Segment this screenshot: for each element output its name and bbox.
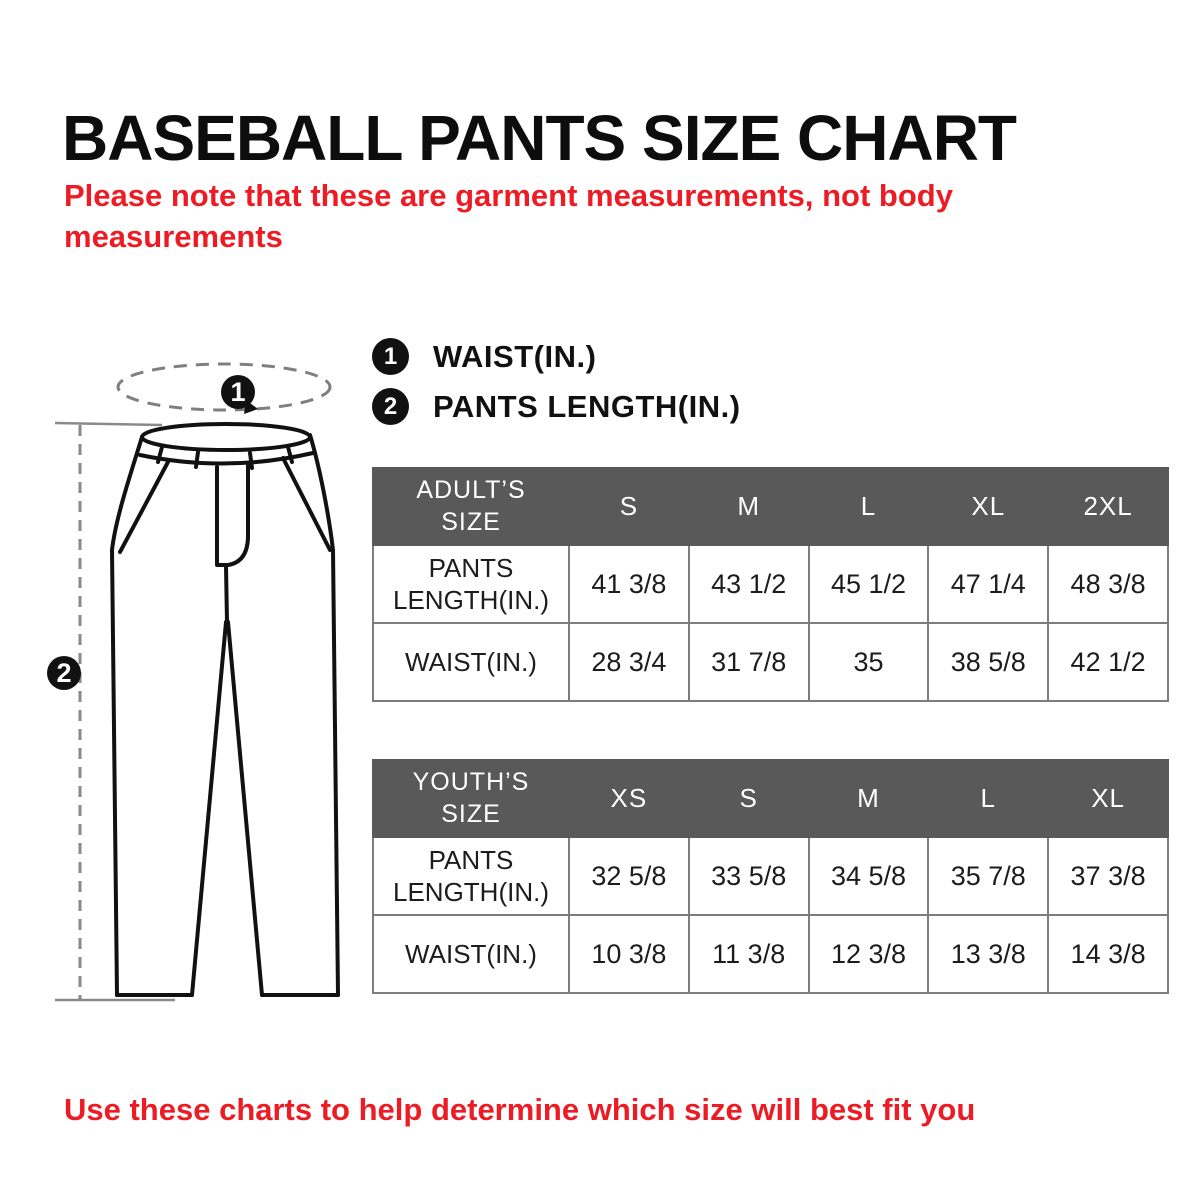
adult-waist-row: WAIST(IN.) 28 3/4 31 7/8 35 38 5/8 42 1/… <box>372 622 1169 702</box>
youth-size-m: M <box>807 759 930 838</box>
youth-pants-length-xl: 37 3/8 <box>1047 836 1169 916</box>
youth-pants-length-s: 33 5/8 <box>687 836 810 916</box>
adult-waist-l: 35 <box>807 622 930 702</box>
svg-text:1: 1 <box>230 377 245 407</box>
page-title: BASEBALL PANTS SIZE CHART <box>62 101 1017 174</box>
youth-pants-length-xs: 32 5/8 <box>568 836 690 916</box>
youth-header-row: YOUTH’S SIZE XS S M L XL <box>372 759 1169 838</box>
adult-waist-s: 28 3/4 <box>568 622 690 702</box>
youth-pants-length-m: 34 5/8 <box>807 836 930 916</box>
legend-item-waist: 1 WAIST(IN.) <box>372 338 741 375</box>
legend-label-pants-length: PANTS LENGTH(IN.) <box>433 388 741 424</box>
adult-pants-length-l: 45 1/2 <box>807 544 930 624</box>
youth-waist-label: WAIST(IN.) <box>372 914 570 994</box>
youth-size-table: YOUTH’S SIZE XS S M L XL PANTS LENGTH(IN… <box>372 759 1169 994</box>
youth-size-xl: XL <box>1047 759 1169 838</box>
youth-pants-length-l: 35 7/8 <box>927 836 1050 916</box>
svg-text:2: 2 <box>56 658 71 688</box>
youth-waist-xl: 14 3/8 <box>1047 914 1169 994</box>
waist-measure-ellipse <box>116 362 332 412</box>
adult-waist-label: WAIST(IN.) <box>372 622 570 702</box>
adult-size-table: ADULT’S SIZE S M L XL 2XL PANTS LENGTH(I… <box>372 467 1169 702</box>
measurement-legend: 1 WAIST(IN.) 2 PANTS LENGTH(IN.) <box>372 338 741 438</box>
adult-size-s: S <box>568 467 690 546</box>
youth-pants-length-row: PANTS LENGTH(IN.) 32 5/8 33 5/8 34 5/8 3… <box>372 836 1169 916</box>
fit-advice-note: Use these charts to help determine which… <box>64 1092 976 1127</box>
adult-size-xl: XL <box>927 467 1050 546</box>
adult-pants-length-2xl: 48 3/8 <box>1047 544 1169 624</box>
adult-header-row: ADULT’S SIZE S M L XL 2XL <box>372 467 1169 546</box>
youth-waist-s: 11 3/8 <box>687 914 810 994</box>
adult-size-l: L <box>807 467 930 546</box>
legend-badge-2: 2 <box>372 388 409 425</box>
adult-table-title: ADULT’S SIZE <box>372 467 570 546</box>
adult-waist-m: 31 7/8 <box>687 622 810 702</box>
youth-table-title: YOUTH’S SIZE <box>372 759 570 838</box>
length-guide-top <box>54 421 163 427</box>
youth-size-s: S <box>687 759 810 838</box>
adult-waist-xl: 38 5/8 <box>927 622 1050 702</box>
adult-size-m: M <box>687 467 810 546</box>
youth-size-l: L <box>927 759 1050 838</box>
youth-waist-row: WAIST(IN.) 10 3/8 11 3/8 12 3/8 13 3/8 1… <box>372 914 1169 994</box>
adult-pants-length-xl: 47 1/4 <box>927 544 1050 624</box>
length-marker-badge: 2 <box>47 656 81 690</box>
adult-waist-2xl: 42 1/2 <box>1047 622 1169 702</box>
youth-size-xs: XS <box>568 759 690 838</box>
pants-outline <box>110 422 340 997</box>
adult-pants-length-s: 41 3/8 <box>568 544 690 624</box>
adult-pants-length-m: 43 1/2 <box>687 544 810 624</box>
pants-diagram: 1 2 <box>47 362 340 1002</box>
waist-marker-badge: 1 <box>221 375 255 409</box>
youth-pants-length-label: PANTS LENGTH(IN.) <box>372 836 570 916</box>
legend-badge-1: 1 <box>372 338 409 375</box>
adult-size-2xl: 2XL <box>1047 467 1169 546</box>
youth-waist-l: 13 3/8 <box>927 914 1050 994</box>
youth-waist-m: 12 3/8 <box>807 914 930 994</box>
legend-item-pants-length: 2 PANTS LENGTH(IN.) <box>372 388 741 425</box>
adult-pants-length-row: PANTS LENGTH(IN.) 41 3/8 43 1/2 45 1/2 4… <box>372 544 1169 624</box>
legend-label-waist: WAIST(IN.) <box>433 338 597 374</box>
adult-pants-length-label: PANTS LENGTH(IN.) <box>372 544 570 624</box>
garment-measurement-note: Please note that these are garment measu… <box>64 178 953 254</box>
youth-waist-xs: 10 3/8 <box>568 914 690 994</box>
